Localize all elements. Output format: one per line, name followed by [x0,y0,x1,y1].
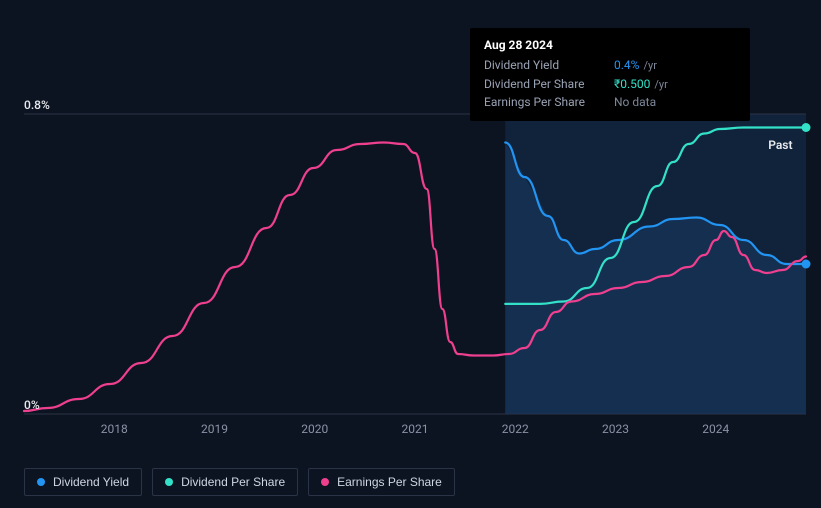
x-axis-tick: 2020 [301,422,328,436]
y-axis-tick: 0.8% [24,98,50,112]
tooltip-row-earnings-per-share: Earnings Per Share No data [484,93,736,111]
tooltip-key: Dividend Yield [484,56,614,75]
legend-dot-icon [321,478,329,486]
legend-dot-icon [37,478,45,486]
legend-label: Dividend Per Share [181,475,285,489]
y-axis-tick: 0% [24,398,40,412]
x-axis-tick: 2022 [502,422,529,436]
tooltip-value: No data [614,93,656,111]
tooltip-date: Aug 28 2024 [484,36,736,54]
legend-label: Dividend Yield [53,475,129,489]
tooltip-row-dividend-yield: Dividend Yield 0.4% /yr [484,56,736,75]
tooltip-key: Earnings Per Share [484,93,614,111]
x-axis-tick: 2018 [101,422,128,436]
chart-legend: Dividend Yield Dividend Per Share Earnin… [24,468,455,496]
legend-item-earnings-per-share[interactable]: Earnings Per Share [308,468,455,496]
tooltip-value: ₹0.500 [614,75,650,93]
tooltip-key: Dividend Per Share [484,75,614,94]
legend-label: Earnings Per Share [337,475,442,489]
tooltip-unit: /yr [643,58,656,75]
dividend-chart: Past Aug 28 2024 Dividend Yield 0.4% /yr… [0,0,821,508]
chart-tooltip: Aug 28 2024 Dividend Yield 0.4% /yr Divi… [470,28,750,121]
x-axis-tick: 2019 [201,422,228,436]
tooltip-row-dividend-per-share: Dividend Per Share ₹0.500 /yr [484,75,736,94]
x-axis-tick: 2024 [702,422,729,436]
past-label: Past [768,138,792,152]
tooltip-unit: /yr [654,77,667,94]
tooltip-value: 0.4% [614,56,639,74]
legend-item-dividend-per-share[interactable]: Dividend Per Share [152,468,298,496]
legend-item-dividend-yield[interactable]: Dividend Yield [24,468,142,496]
legend-dot-icon [165,478,173,486]
x-axis-tick: 2023 [602,422,629,436]
x-axis-tick: 2021 [402,422,429,436]
